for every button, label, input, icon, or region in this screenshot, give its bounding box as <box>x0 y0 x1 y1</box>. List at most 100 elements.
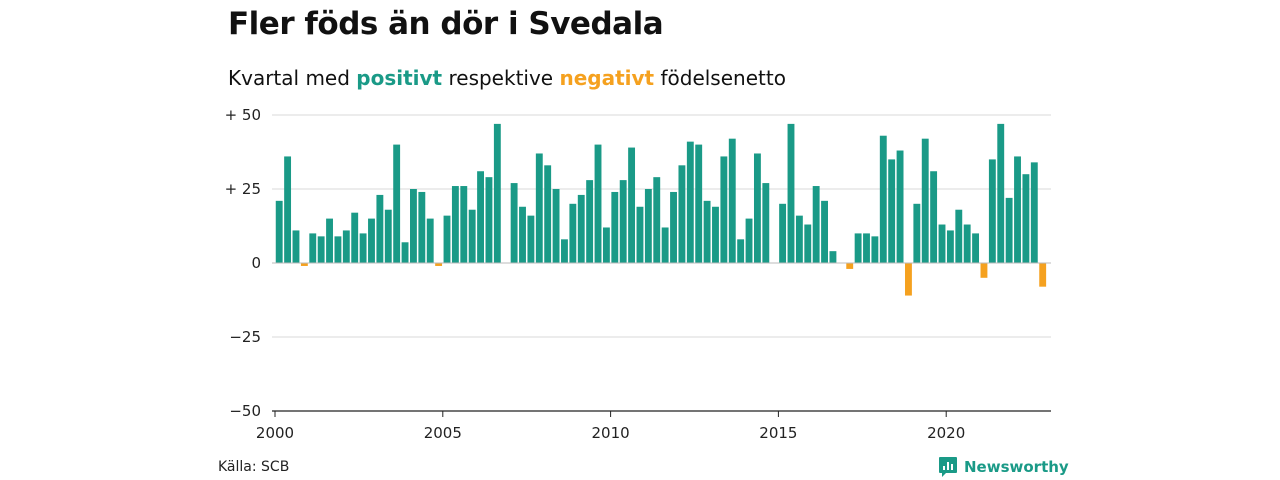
bar-positive <box>510 183 518 263</box>
bar-positive <box>1022 174 1030 263</box>
bar-negative <box>1039 263 1047 287</box>
bar-positive <box>712 206 719 263</box>
bar-positive <box>401 242 409 263</box>
bar-positive <box>779 203 787 263</box>
bar-positive <box>334 236 342 263</box>
brand-name: Newsworthy <box>964 458 1069 476</box>
bar-positive <box>871 236 879 263</box>
bar-positive <box>393 144 401 263</box>
bar-positive <box>955 209 963 263</box>
y-tick-label: 0 <box>251 254 261 272</box>
bar-positive <box>946 230 954 263</box>
x-tick-label: 2005 <box>424 424 462 442</box>
bar-positive <box>1014 156 1021 263</box>
bar-negative <box>846 263 854 269</box>
bar-positive <box>477 171 484 263</box>
bar-positive <box>812 186 820 263</box>
bar-positive <box>787 123 795 263</box>
bar-positive <box>527 215 535 263</box>
bar-positive <box>703 200 711 263</box>
bar-positive <box>997 123 1005 263</box>
bar-positive <box>972 233 980 263</box>
subtitle-text-2: respektive <box>442 66 560 90</box>
bar-positive <box>619 180 627 263</box>
bar-positive <box>418 191 426 263</box>
bar-positive <box>720 156 728 263</box>
bar-positive <box>678 165 686 263</box>
bar-positive <box>577 194 585 263</box>
y-tick-label: −50 <box>229 402 261 420</box>
bar-positive <box>1005 197 1013 263</box>
bar-positive <box>863 233 870 263</box>
chart-title: Fler föds än dör i Svedala <box>228 6 664 42</box>
bar-positive <box>930 171 938 263</box>
bar-positive <box>896 150 904 263</box>
bar-positive <box>485 177 493 263</box>
bar-positive <box>854 233 862 263</box>
bar-positive <box>586 180 594 263</box>
y-tick-label: −25 <box>229 328 261 346</box>
bar-positive <box>326 218 333 263</box>
bar-positive <box>611 191 619 263</box>
bar-positive <box>628 147 636 263</box>
bar-positive <box>888 159 896 263</box>
bar-positive <box>829 251 837 263</box>
bar-positive <box>569 203 577 263</box>
brand-logo: Newsworthy <box>938 456 1069 478</box>
bar-positive <box>695 144 703 263</box>
bar-positive <box>821 200 828 263</box>
bar-positive <box>745 218 753 263</box>
bar-positive <box>552 189 560 263</box>
bar-positive <box>426 218 434 263</box>
bar-positive <box>963 224 971 263</box>
subtitle-negative-word: negativt <box>559 66 655 90</box>
bar-positive <box>728 138 736 263</box>
bar-positive <box>644 189 652 263</box>
bar-positive <box>602 227 610 263</box>
bar-positive <box>686 141 694 263</box>
x-tick-label: 2000 <box>256 424 294 442</box>
bar-positive <box>292 230 300 263</box>
bar-positive <box>493 123 501 263</box>
bar-positive <box>351 212 359 263</box>
bar-positive <box>410 189 417 263</box>
bar-negative <box>300 263 308 266</box>
bar-positive <box>544 165 552 263</box>
bar-positive <box>988 159 996 263</box>
bar-positive <box>653 177 661 263</box>
bar-positive <box>670 191 677 263</box>
bar-positive <box>309 233 317 263</box>
bar-positive <box>451 186 459 263</box>
bar-positive <box>879 135 887 263</box>
bar-positive <box>1030 162 1038 263</box>
bar-positive <box>753 153 761 263</box>
y-axis-ticks: + 50 + 25 0 −25 −50 <box>225 106 261 420</box>
bar-positive <box>443 215 451 263</box>
subtitle-text-3: födelsenetto <box>654 66 786 90</box>
bar-positive <box>384 209 392 263</box>
bars <box>275 123 1047 296</box>
subtitle-positive-word: positivt <box>356 66 443 90</box>
bar-positive <box>284 156 292 263</box>
bar-positive <box>561 239 568 263</box>
bar-positive <box>317 236 325 263</box>
subtitle-text-1: Kvartal med <box>228 66 357 90</box>
bar-positive <box>804 224 812 263</box>
bar-positive <box>594 144 602 263</box>
x-tick-label: 2010 <box>592 424 630 442</box>
bar-positive <box>938 224 946 263</box>
y-tick-label: + 50 <box>225 106 261 124</box>
bar-positive <box>737 239 745 263</box>
x-tick-label: 2020 <box>927 424 965 442</box>
source-label: Källa: SCB <box>218 459 290 475</box>
bar-positive <box>342 230 350 263</box>
bar-positive <box>913 203 921 263</box>
bar-negative <box>905 263 912 296</box>
bar-positive <box>762 183 770 263</box>
bar-positive <box>275 200 283 263</box>
bar-positive <box>661 227 669 263</box>
bar-negative <box>980 263 988 278</box>
bar-positive <box>460 186 468 263</box>
bar-positive <box>359 233 367 263</box>
x-axis-ticks: 2000 2005 2010 2015 2020 <box>256 411 965 442</box>
